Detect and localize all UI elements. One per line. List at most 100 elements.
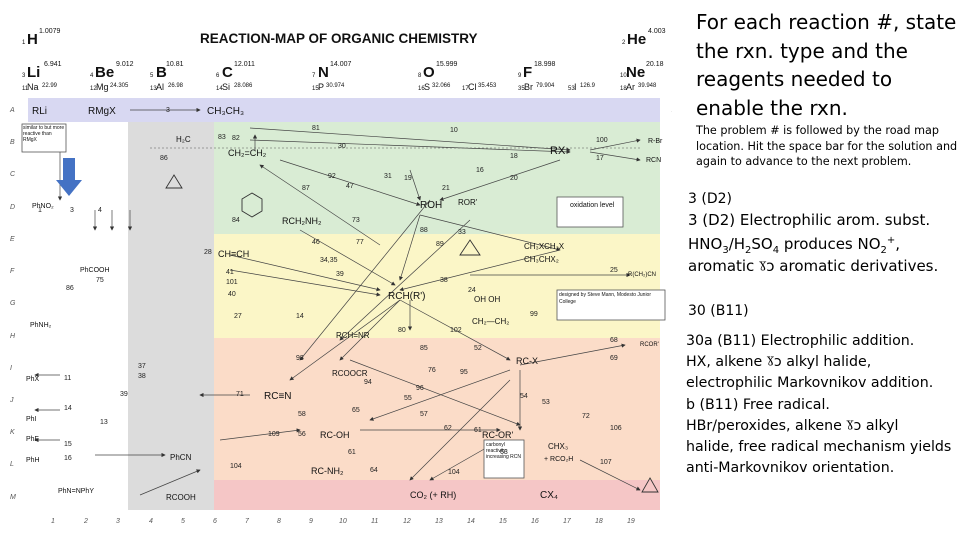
- svg-text:16: 16: [418, 86, 425, 92]
- svg-text:80: 80: [398, 327, 406, 334]
- svg-text:C: C: [10, 171, 16, 178]
- svg-text:3: 3: [116, 518, 120, 525]
- svg-text:4: 4: [98, 207, 102, 214]
- svg-text:RCH₂NH₂: RCH₂NH₂: [282, 216, 322, 226]
- svg-text:Si: Si: [222, 82, 230, 92]
- svg-text:15: 15: [499, 518, 507, 525]
- svg-text:He: He: [627, 31, 646, 48]
- problem-30-title: 30 (B11): [688, 303, 749, 319]
- column-numbers: 1 2 3 4 5 6 7 8 9 10 11 12 13 14 15 16 1…: [51, 518, 635, 525]
- svg-text:40: 40: [228, 291, 236, 298]
- svg-text:9: 9: [309, 518, 313, 525]
- svg-text:75: 75: [96, 277, 104, 284]
- svg-text:RC-OR': RC-OR': [482, 430, 513, 440]
- svg-text:64: 64: [370, 467, 378, 474]
- svg-text:Cl: Cl: [468, 82, 477, 92]
- svg-text:OH OH: OH OH: [474, 295, 500, 304]
- svg-text:PhH: PhH: [26, 457, 40, 464]
- svg-text:D: D: [10, 204, 15, 211]
- svg-text:CX₄: CX₄: [540, 490, 558, 501]
- element-br: 35 Br 79.904: [518, 82, 555, 92]
- svg-text:79.904: 79.904: [536, 83, 555, 89]
- svg-text:RCH=NR: RCH=NR: [336, 331, 370, 340]
- element-mg: 12 Mg 24.305: [90, 82, 129, 92]
- svg-text:PhNH₂: PhNH₂: [30, 322, 52, 329]
- svg-text:10: 10: [620, 73, 627, 79]
- svg-text:17: 17: [596, 155, 604, 162]
- svg-text:19: 19: [627, 518, 635, 525]
- svg-text:6.941: 6.941: [44, 61, 62, 68]
- background-bands: [28, 98, 660, 510]
- svg-text:6: 6: [216, 73, 220, 79]
- svg-text:104: 104: [448, 469, 460, 476]
- svg-text:100: 100: [596, 137, 608, 144]
- svg-text:31: 31: [384, 173, 392, 180]
- problem-30-line1: 30a (B11) Electrophilic addition.: [686, 333, 915, 349]
- svg-text:71: 71: [236, 391, 244, 398]
- svg-text:11: 11: [371, 518, 378, 525]
- element-h: 1 H 1.0079: [22, 28, 61, 48]
- svg-text:Be: Be: [95, 64, 114, 81]
- svg-text:11: 11: [22, 86, 29, 92]
- element-p: 15 P 30.974: [312, 82, 345, 92]
- svg-text:17: 17: [563, 518, 572, 525]
- svg-text:24: 24: [468, 287, 476, 294]
- svg-text:16: 16: [64, 455, 72, 462]
- element-c: 6 C 12.011: [216, 61, 255, 81]
- svg-text:Ne: Ne: [626, 64, 645, 81]
- svg-text:3: 3: [70, 207, 74, 214]
- svg-text:A: A: [9, 107, 15, 114]
- svg-text:83: 83: [218, 134, 226, 141]
- svg-text:87: 87: [302, 185, 310, 192]
- element-strip: 1 H 1.0079 2 He 4.003 3 Li 6.941 4 Be 9.012 5 B 10…: [22, 28, 666, 92]
- svg-text:99: 99: [530, 311, 538, 318]
- svg-text:1.0079: 1.0079: [39, 28, 61, 35]
- svg-text:R(CH₂)CN: R(CH₂)CN: [628, 272, 656, 278]
- svg-text:5: 5: [150, 73, 154, 79]
- element-s: 16 S 32.066: [418, 82, 451, 92]
- svg-text:PhF: PhF: [26, 436, 39, 443]
- svg-text:14: 14: [467, 518, 475, 525]
- svg-text:1: 1: [51, 518, 55, 525]
- svg-text:H₂C: H₂C: [176, 135, 191, 144]
- problem-30-line6: halide, free radical mechanism yields: [686, 439, 952, 456]
- svg-text:N: N: [318, 64, 329, 81]
- panel-heading: For each reaction #, state the rxn. type…: [696, 10, 957, 120]
- problem-30-line2: HX, alkene ɣↄ alkyl halide,: [686, 352, 872, 371]
- problem-3-line3: aromatic ɣↄ aromatic derivatives.: [688, 257, 939, 275]
- svg-text:CH₃XCH₂X: CH₃XCH₂X: [524, 242, 565, 251]
- svg-text:2: 2: [622, 40, 626, 46]
- svg-text:8: 8: [418, 73, 422, 79]
- svg-text:77: 77: [356, 239, 364, 246]
- element-li: 3 Li 6.941: [22, 61, 62, 81]
- svg-text:35: 35: [518, 86, 525, 92]
- svg-text:G: G: [10, 300, 16, 307]
- svg-text:3: 3: [166, 107, 170, 114]
- svg-text:3: 3: [22, 73, 26, 79]
- svg-text:B: B: [10, 139, 15, 146]
- svg-text:85: 85: [420, 345, 428, 352]
- svg-text:89: 89: [436, 241, 444, 248]
- svg-text:39: 39: [336, 271, 344, 278]
- svg-text:26.98: 26.98: [168, 83, 184, 89]
- svg-text:20.18: 20.18: [646, 61, 664, 68]
- svg-text:81: 81: [312, 125, 320, 132]
- svg-text:28: 28: [204, 249, 212, 256]
- element-be: 4 Be 9.012: [90, 61, 134, 81]
- svg-text:+ RCO₂H: + RCO₂H: [544, 456, 573, 463]
- svg-text:Na: Na: [27, 82, 39, 92]
- down-arrow-icon: [56, 158, 82, 196]
- svg-text:95: 95: [460, 369, 468, 376]
- svg-text:76: 76: [428, 367, 436, 374]
- svg-text:PhX: PhX: [26, 376, 40, 383]
- svg-text:54: 54: [520, 393, 528, 400]
- svg-text:53: 53: [542, 399, 550, 406]
- svg-text:53: 53: [568, 86, 575, 92]
- svg-text:16: 16: [476, 167, 484, 174]
- svg-text:86: 86: [160, 155, 168, 162]
- svg-text:E: E: [10, 236, 15, 243]
- svg-text:L: L: [10, 461, 14, 468]
- svg-text:RC-NH₂: RC-NH₂: [311, 466, 344, 476]
- svg-text:92: 92: [328, 173, 336, 180]
- svg-text:9: 9: [518, 73, 522, 79]
